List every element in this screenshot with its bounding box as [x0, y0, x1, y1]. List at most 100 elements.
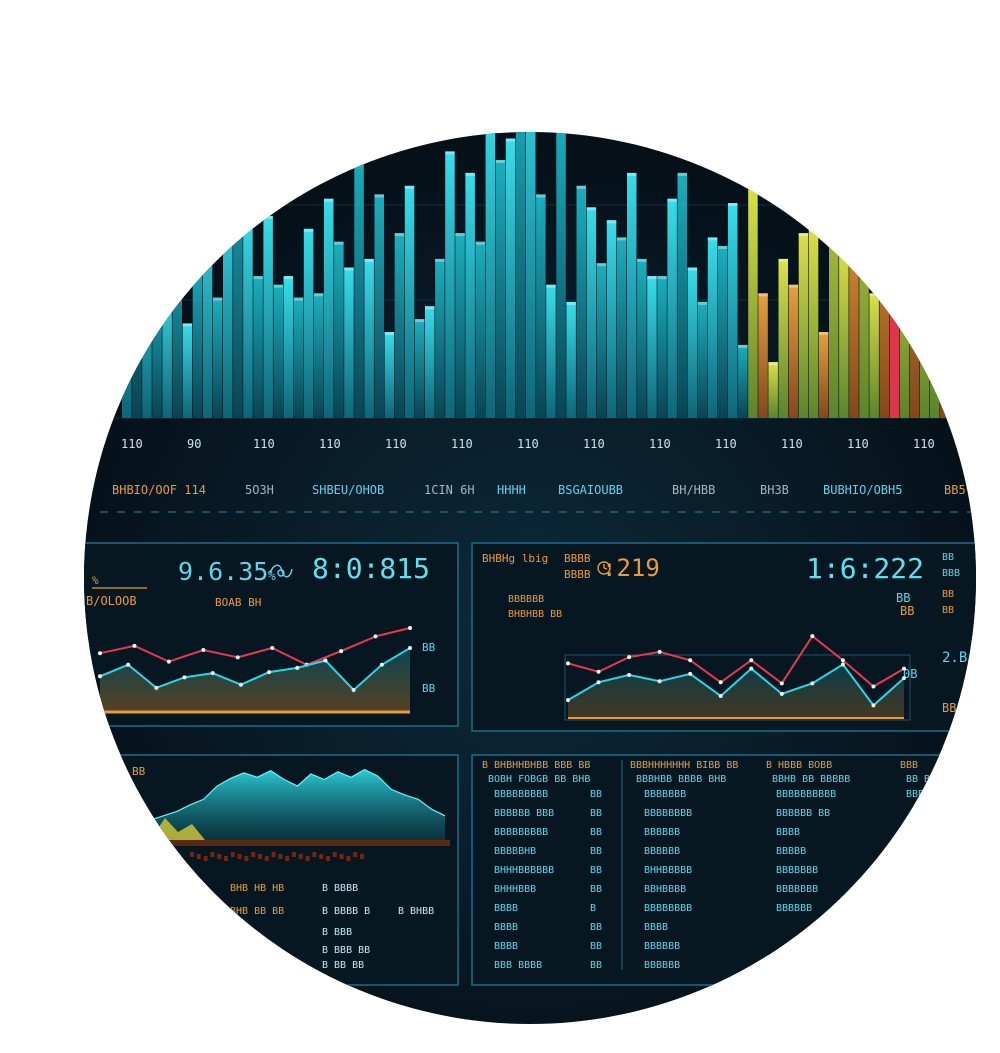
kpi-left-sub: BOAB BH	[215, 596, 261, 609]
line1-area	[100, 647, 410, 712]
bar-37	[495, 160, 506, 418]
bar-27	[394, 233, 405, 418]
bar-cap-67	[798, 233, 809, 237]
table-cell: BBBBB	[776, 846, 806, 857]
bar-20	[324, 198, 334, 418]
bar-cap-81	[940, 241, 950, 245]
bar-cap-57	[697, 301, 708, 305]
bar-24	[364, 258, 374, 418]
strip-label: 5O3H	[245, 483, 274, 497]
bar-42	[546, 284, 556, 418]
bar-7	[192, 258, 203, 418]
line1-point-1-8	[323, 658, 328, 663]
bar-cap-63	[758, 293, 768, 297]
bar-cap-27	[394, 233, 405, 237]
bar-4	[162, 284, 172, 418]
bar-43	[556, 132, 566, 419]
area-chart-base	[140, 840, 450, 846]
bar-cap-34	[465, 172, 475, 176]
bar-31	[435, 258, 445, 418]
bar-cap-5	[172, 233, 182, 237]
bar-1	[132, 132, 142, 418]
line1-point-0-4	[235, 655, 240, 660]
bar-cap-47	[596, 263, 607, 267]
table-cell: BBBBBBBBB	[494, 789, 548, 800]
bar-36	[485, 132, 496, 418]
line1-point-1-10	[379, 662, 384, 667]
panel3-cell: BHB HB HB	[230, 883, 284, 894]
bar-tick-label: 110	[253, 437, 275, 451]
bar-tick-label: 110	[847, 437, 869, 451]
bar-tick-label: 110	[451, 437, 473, 451]
line1-point-0-2	[166, 659, 171, 664]
edge-label-5: BB	[942, 605, 954, 616]
area-chart-fill	[150, 769, 445, 840]
bar-16	[283, 276, 294, 418]
table-cell: BBBBBBB	[776, 865, 818, 876]
bar-cap-20	[324, 198, 334, 202]
bar-28	[404, 185, 415, 418]
bar-cap-11	[233, 138, 243, 142]
bar-41	[536, 194, 546, 418]
area-chart-mark-6	[230, 852, 235, 857]
kpi-left-axis-2: BB	[422, 682, 436, 695]
bar-10	[223, 190, 233, 418]
bar-35	[475, 241, 485, 418]
bar-cap-16	[283, 276, 294, 280]
table-cell: BHHHBBBBBB	[494, 865, 554, 876]
table-cell: BBBBBB BB	[776, 808, 830, 819]
bar-cap-40	[526, 44, 536, 47]
kpi-left-axis-1: BB	[422, 641, 436, 654]
bar-72	[849, 185, 859, 418]
bar-44	[566, 301, 576, 418]
bar-cap-3	[152, 280, 162, 284]
bar-cap-71	[839, 246, 849, 249]
edge-label-3: 2.B	[942, 650, 967, 666]
area-chart-mark-0	[190, 852, 194, 857]
line1-point-1-1	[126, 662, 131, 667]
bar-63	[758, 293, 768, 418]
table-cell: BBBBBB	[644, 941, 680, 952]
bar-cap-58	[707, 237, 718, 241]
area-chart-mark-17	[305, 856, 310, 861]
kpi-right-value-b: 1:6:222	[806, 552, 924, 585]
bar-56	[687, 267, 698, 418]
bar-cap-73	[859, 91, 869, 94]
line1-point-1-9	[351, 687, 356, 692]
bar-cap-59	[717, 246, 728, 249]
bar-0	[122, 185, 132, 418]
bar-cap-46	[586, 207, 597, 211]
line2-point-0-7	[779, 681, 784, 686]
bar-68	[808, 228, 819, 418]
table-cell: BBBBBBBB	[644, 808, 692, 819]
panel3-cell: B BBB BB	[322, 945, 370, 956]
bar-cap-22	[344, 267, 354, 271]
bar-cap-42	[546, 284, 556, 288]
area-chart-mark-22	[339, 854, 344, 859]
line2-point-1-0	[566, 698, 570, 703]
area-chart-mark-11	[264, 856, 269, 861]
bar-33	[455, 233, 465, 418]
bar-29	[414, 319, 425, 418]
area-chart-mark-23	[346, 856, 351, 861]
bar-cap-0	[122, 185, 132, 189]
bar-40	[526, 132, 536, 419]
line1-point-1-7	[295, 665, 300, 670]
bar-6	[182, 323, 193, 418]
bar-cap-10	[223, 190, 233, 194]
strip-label: BB5	[944, 483, 966, 497]
table-cell: BBBBBBB	[776, 884, 818, 895]
bar-tick-label: 110	[121, 437, 143, 451]
area-chart-mark-14	[285, 856, 290, 861]
bar-cap-51	[637, 258, 647, 262]
panel3-extra: B BBB	[322, 927, 352, 938]
kpi-right-title: BHBHg lbig	[482, 552, 548, 565]
panel3-cell: B BBBB B	[322, 906, 370, 917]
edge-label-1: BB	[942, 552, 954, 563]
table-cell: BB	[590, 960, 602, 971]
panel3-cell: BBHB BB BB	[224, 906, 284, 917]
line2-point-0-4	[688, 658, 693, 663]
line2-point-0-2	[627, 655, 632, 660]
area-chart-mark-12	[271, 852, 276, 857]
knot-glyph-icon	[269, 564, 293, 578]
